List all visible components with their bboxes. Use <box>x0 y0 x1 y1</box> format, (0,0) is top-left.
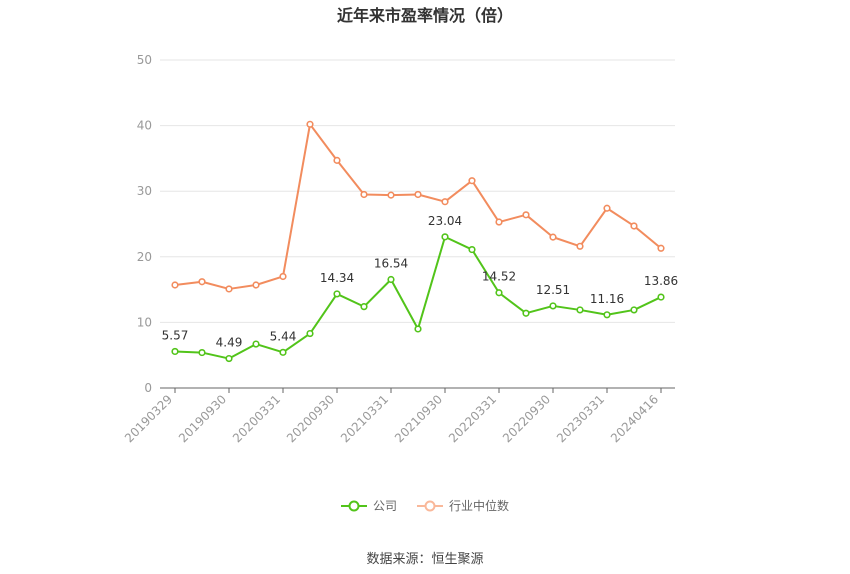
x-tick-label: 20200930 <box>284 392 337 445</box>
data-point-industry-median[interactable] <box>522 211 530 219</box>
series-line-company <box>174 235 662 360</box>
data-point-company[interactable] <box>603 311 611 319</box>
data-point-company[interactable] <box>360 303 368 311</box>
data-point-company[interactable] <box>522 309 530 317</box>
data-point-company[interactable] <box>306 329 314 338</box>
data-point-industry-median[interactable] <box>360 190 368 199</box>
data-label: 23.04 <box>428 214 462 228</box>
data-point-industry-median[interactable] <box>414 190 422 199</box>
data-point-industry-median[interactable] <box>306 120 314 128</box>
data-label: 13.86 <box>644 274 678 288</box>
data-label: 5.44 <box>270 329 297 343</box>
data-point-company[interactable] <box>279 348 287 356</box>
y-tick-label: 50 <box>137 53 152 67</box>
data-point-company[interactable] <box>225 354 233 363</box>
data-point-company[interactable] <box>198 348 206 357</box>
data-point-company[interactable] <box>333 290 341 298</box>
x-tick-label: 20190329 <box>122 392 175 445</box>
y-tick-label: 0 <box>144 381 152 395</box>
x-tick-label: 20190930 <box>176 392 229 445</box>
data-point-industry-median[interactable] <box>279 272 287 281</box>
data-point-industry-median[interactable] <box>468 177 476 185</box>
x-tick-label: 20230331 <box>554 392 607 445</box>
data-point-industry-median[interactable] <box>171 281 179 289</box>
x-tick-label: 20200331 <box>230 392 283 445</box>
data-label: 4.49 <box>216 336 243 350</box>
y-tick-label: 40 <box>137 119 152 133</box>
x-tick-label: 20210331 <box>338 392 391 445</box>
data-point-industry-median[interactable] <box>576 242 584 250</box>
legend-item-company[interactable]: 公司 <box>340 497 397 514</box>
data-point-company[interactable] <box>171 347 179 356</box>
data-point-industry-median[interactable] <box>333 156 341 164</box>
data-point-company[interactable] <box>414 325 422 333</box>
x-tick-label: 20220930 <box>500 392 553 445</box>
x-tick-label: 20240416 <box>608 392 661 445</box>
chart-title: 近年来市盈率情况（倍） <box>336 6 513 25</box>
x-tick-label: 20210930 <box>392 392 445 445</box>
legend-label-company: 公司 <box>372 499 397 513</box>
data-point-industry-median[interactable] <box>225 285 233 293</box>
data-label: 16.54 <box>374 256 408 270</box>
x-tick-label: 20220331 <box>446 392 499 445</box>
axis-layer: 0 10 20 30 40 50 20190329 20190930 20200331 20200… <box>122 53 675 445</box>
series-line-industry-median <box>174 123 662 290</box>
series-layer <box>171 120 665 363</box>
data-point-industry-median[interactable] <box>657 244 665 252</box>
y-tick-label: 10 <box>137 315 152 329</box>
data-point-company[interactable] <box>387 275 395 284</box>
label-layer: 5.57 4.49 5.44 14.34 16.54 23.04 14.52 12.51 11.… <box>162 214 679 350</box>
legend-item-industry-median[interactable]: 行业中位数 <box>417 497 509 514</box>
data-point-company[interactable] <box>549 302 557 310</box>
data-point-industry-median[interactable] <box>252 281 260 289</box>
data-point-company[interactable] <box>576 306 584 314</box>
legend-marker-industry-median <box>417 500 443 511</box>
data-point-company[interactable] <box>657 293 665 301</box>
data-point-industry-median[interactable] <box>387 191 395 199</box>
data-point-company[interactable] <box>252 340 260 348</box>
data-label: 14.52 <box>482 270 516 284</box>
legend-label-industry-median: 行业中位数 <box>449 499 510 513</box>
source-note: 数据来源：恒生聚源 <box>366 552 484 567</box>
legend: 公司 行业中位数 <box>0 497 850 514</box>
data-label: 12.51 <box>536 283 570 297</box>
y-tick-label: 20 <box>137 250 152 264</box>
data-point-industry-median[interactable] <box>441 198 449 206</box>
data-point-industry-median[interactable] <box>549 233 557 241</box>
data-point-industry-median[interactable] <box>603 204 611 212</box>
data-label: 5.57 <box>162 328 189 342</box>
data-label: 14.34 <box>320 271 354 285</box>
legend-marker-company <box>340 500 367 511</box>
data-point-company[interactable] <box>468 245 476 254</box>
data-point-company[interactable] <box>630 306 638 314</box>
data-point-industry-median[interactable] <box>630 222 638 230</box>
data-point-industry-median[interactable] <box>495 218 503 226</box>
data-point-company[interactable] <box>441 233 449 241</box>
y-tick-label: 30 <box>137 184 152 198</box>
data-point-industry-median[interactable] <box>198 278 206 286</box>
data-point-company[interactable] <box>495 289 503 297</box>
data-label: 11.16 <box>590 292 624 306</box>
